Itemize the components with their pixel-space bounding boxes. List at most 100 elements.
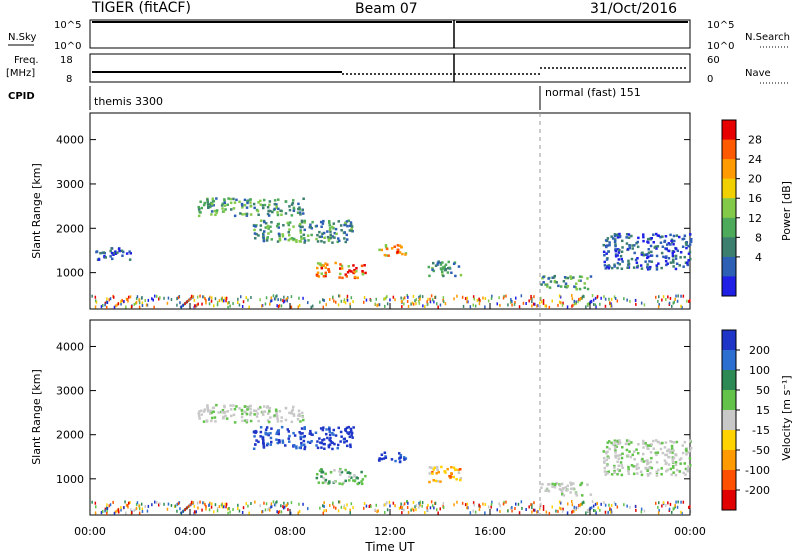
echo-cell	[276, 213, 280, 217]
echo-cell	[647, 251, 651, 254]
echo-cell	[454, 274, 457, 278]
echo-cell	[299, 432, 302, 435]
echo-cell	[328, 428, 331, 431]
echo-cell	[262, 233, 265, 236]
ground-scatter	[439, 303, 442, 307]
echo-cell	[263, 198, 266, 202]
echo-cell	[295, 445, 298, 448]
echo-cell	[660, 266, 663, 270]
ground-scatter	[141, 507, 144, 511]
echo-cell	[553, 486, 557, 489]
echo-cell	[323, 236, 326, 239]
ground-scatter	[343, 504, 346, 508]
echo-cell	[352, 479, 355, 482]
ground-scatter	[297, 305, 299, 309]
echo-cell	[626, 266, 629, 269]
y-tick-label: 1000	[56, 473, 84, 486]
ground-scatter	[640, 301, 643, 305]
echo-cell	[209, 412, 212, 415]
echo-cell	[613, 439, 617, 442]
ground-scatter	[469, 305, 472, 309]
echo-cell	[681, 444, 684, 447]
echo-cell	[252, 430, 256, 434]
echo-cell	[439, 263, 443, 266]
echo-cell	[328, 443, 332, 446]
freq-tick-low: 8	[66, 74, 72, 85]
echo-cell	[611, 443, 615, 446]
echo-cell	[457, 468, 460, 472]
ground-scatter	[346, 298, 349, 302]
ground-scatter	[238, 509, 241, 513]
echo-cell	[200, 206, 203, 210]
ground-scatter	[352, 300, 354, 304]
echo-cell	[292, 237, 296, 241]
echo-cell	[233, 407, 237, 411]
echo-cell	[288, 434, 291, 438]
echo-cell	[653, 246, 656, 249]
nave-tick-high: 60	[707, 55, 720, 66]
ground-scatter	[626, 298, 628, 302]
ground-scatter	[237, 507, 239, 510]
echo-cell	[578, 287, 582, 291]
ground-scatter	[228, 301, 230, 304]
ground-scatter	[363, 502, 366, 505]
ground-scatter	[418, 295, 420, 299]
echo-cell	[104, 256, 107, 259]
echo-cell	[261, 436, 265, 440]
echo-cell	[363, 264, 366, 267]
echo-cell	[644, 260, 647, 263]
echo-cell	[303, 445, 307, 449]
echo-cell	[619, 453, 622, 457]
echo-cell	[665, 247, 668, 251]
ground-scatter	[127, 299, 129, 303]
echo-cell	[606, 237, 610, 240]
echo-cell	[202, 203, 206, 207]
echo-cell	[207, 206, 210, 209]
ground-scatter	[586, 509, 589, 512]
echo-cell	[221, 202, 224, 206]
echo-cell	[663, 446, 667, 449]
ground-scatter	[322, 305, 324, 309]
echo-cell	[443, 265, 446, 268]
ground-scatter	[322, 504, 324, 508]
echo-cell	[667, 448, 670, 451]
echo-cell	[614, 446, 617, 449]
ground-scatter	[323, 299, 325, 302]
ground-scatter	[608, 297, 610, 301]
ground-scatter	[195, 510, 197, 514]
ground-scatter	[184, 302, 186, 305]
ground-scatter	[429, 506, 432, 510]
echo-cell	[328, 224, 331, 227]
echo-cell	[650, 456, 653, 460]
colorbar-segment	[722, 139, 736, 160]
echo-cell	[636, 240, 639, 244]
ground-scatter	[312, 304, 314, 308]
echo-cell	[586, 287, 590, 291]
echo-cell	[569, 481, 572, 484]
colorbar-tick-label: 12	[748, 212, 762, 225]
echo-cell	[197, 412, 200, 415]
echo-cell	[548, 286, 552, 289]
echo-cell	[617, 258, 621, 261]
echo-cell	[240, 415, 244, 419]
echo-cell	[546, 285, 549, 288]
echo-cell	[633, 458, 636, 461]
echo-cell	[618, 235, 622, 238]
echo-cell	[232, 413, 236, 417]
echo-cell	[666, 468, 669, 472]
echo-cell	[310, 233, 313, 237]
echo-cell	[683, 462, 686, 465]
ground-scatter	[593, 303, 595, 306]
ground-scatter	[507, 509, 509, 513]
echo-cell	[289, 237, 292, 241]
ground-scatter	[577, 506, 579, 510]
echo-cell	[324, 472, 327, 476]
echo-cell	[320, 240, 323, 243]
echo-cell	[276, 415, 279, 418]
echo-cell	[281, 233, 284, 236]
ground-scatter	[591, 294, 594, 298]
ground-scatter	[531, 300, 533, 304]
ground-scatter	[626, 504, 628, 508]
echo-cell	[578, 275, 582, 278]
echo-cell	[298, 206, 301, 209]
